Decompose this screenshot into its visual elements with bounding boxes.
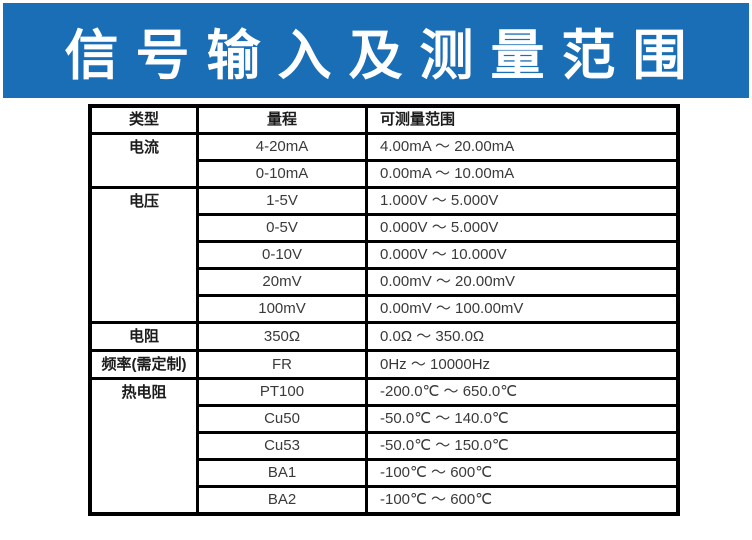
measurable-range-cell: 0.000V ～ 5.000V	[365, 213, 680, 243]
measurable-range-cell: 0.00mA ～ 10.00mA	[365, 159, 680, 189]
table-row: 热电阻 PT100 -200.0℃ ～ 650.0℃	[88, 377, 680, 516]
range-cell: 0-10V	[196, 240, 368, 270]
measurable-range-cell: -50.0℃ ～ 150.0℃	[365, 431, 680, 461]
range-cell: 1-5V	[196, 186, 368, 216]
range-cell: 0-5V	[196, 213, 368, 243]
range-cell: FR	[196, 349, 368, 380]
measurable-range-cell: 0.0Ω ～ 350.0Ω	[365, 321, 680, 352]
table-row: 20mV 0.00mV ～ 20.00mV	[90, 267, 680, 297]
page-title: 信 号 输 入 及 测 量 范 围	[64, 26, 688, 86]
range-cell: Cu53	[196, 431, 368, 461]
range-cell: 350Ω	[196, 321, 368, 352]
measurable-range-cell: 1.000V ～ 5.000V	[365, 186, 680, 216]
type-cell: 热电阻	[88, 377, 199, 516]
table-row: 0-10V 0.000V ～ 10.000V	[90, 240, 680, 270]
header-type: 类型	[88, 104, 199, 135]
table-row: 频率(需定制) FR 0Hz ～ 10000Hz	[88, 349, 680, 380]
header-range: 量程	[196, 104, 368, 135]
range-cell: PT100	[196, 377, 368, 407]
measurable-range-cell: -50.0℃ ～ 140.0℃	[365, 404, 680, 434]
type-cell: 电流	[88, 132, 199, 189]
table-row: Cu53 -50.0℃ ～ 150.0℃	[90, 431, 680, 461]
measurable-range-cell: -200.0℃ ～ 650.0℃	[365, 377, 680, 407]
table-row: 电压 1-5V 1.000V ～ 5.000V	[88, 186, 680, 324]
table-row: Cu50 -50.0℃ ～ 140.0℃	[90, 404, 680, 434]
measurable-range-cell: 0Hz ～ 10000Hz	[365, 349, 680, 380]
range-cell: 100mV	[196, 294, 368, 324]
range-cell: Cu50	[196, 404, 368, 434]
measurable-range-cell: 4.00mA ～ 20.00mA	[365, 132, 680, 162]
table-body: 电流 4-20mA 4.00mA ～ 20.00mA 0-10mA 0.00mA ～ 1…	[88, 132, 680, 516]
type-cell: 频率(需定制)	[88, 349, 199, 380]
range-cell: 0-10mA	[196, 159, 368, 189]
type-cell: 电阻	[88, 321, 199, 352]
range-cell: BA1	[196, 458, 368, 488]
table-row: 0-5V 0.000V ～ 5.000V	[90, 213, 680, 243]
table-row: 电阻 350Ω 0.0Ω ～ 350.0Ω	[88, 321, 680, 352]
range-cell: 20mV	[196, 267, 368, 297]
header-row: 类型 量程 可测量范围	[88, 104, 680, 135]
measurable-range-cell: 0.00mV ～ 100.00mV	[365, 294, 680, 324]
measurement-range-table: 类型 量程 可测量范围 电流 4-20mA 4.00mA ～ 20.00mA 0-10…	[88, 104, 680, 516]
table-row: BA1 -100℃ ～ 600℃	[90, 458, 680, 488]
measurable-range-cell: -100℃ ～ 600℃	[365, 485, 680, 516]
type-cell: 电压	[88, 186, 199, 324]
range-cell: BA2	[196, 485, 368, 516]
measurable-range-cell: -100℃ ～ 600℃	[365, 458, 680, 488]
table-row: 电流 4-20mA 4.00mA ～ 20.00mA	[88, 132, 680, 189]
title-banner: 信 号 输 入 及 测 量 范 围	[3, 3, 749, 98]
table-row: 100mV 0.00mV ～ 100.00mV	[90, 294, 680, 324]
measurable-range-cell: 0.000V ～ 10.000V	[365, 240, 680, 270]
measurable-range-cell: 0.00mV ～ 20.00mV	[365, 267, 680, 297]
range-cell: 4-20mA	[196, 132, 368, 162]
header-measurable-range: 可测量范围	[365, 104, 680, 135]
table-row: 0-10mA 0.00mA ～ 10.00mA	[90, 159, 680, 189]
signal-table-container: 类型 量程 可测量范围 电流 4-20mA 4.00mA ～ 20.00mA 0-10…	[88, 104, 680, 516]
table-row: BA2 -100℃ ～ 600℃	[90, 485, 680, 516]
